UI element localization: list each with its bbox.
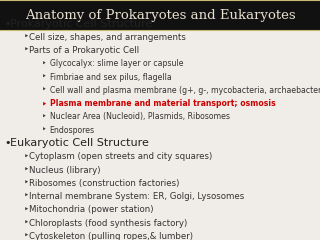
Text: ‣: ‣: [24, 33, 29, 42]
Text: ‣: ‣: [24, 192, 29, 201]
Text: ‣: ‣: [42, 73, 46, 82]
Text: Cytoskeleton (pulling ropes,& lumber): Cytoskeleton (pulling ropes,& lumber): [29, 232, 193, 240]
Text: ‣: ‣: [42, 86, 46, 95]
Text: Prokaryotic Cell Structure: Prokaryotic Cell Structure: [10, 19, 152, 29]
Text: Endospores: Endospores: [50, 126, 95, 135]
Text: ‣: ‣: [24, 205, 29, 214]
Text: ‣: ‣: [24, 166, 29, 174]
Text: Parts of a Prokaryotic Cell: Parts of a Prokaryotic Cell: [29, 46, 139, 55]
Text: Cell size, shapes, and arrangements: Cell size, shapes, and arrangements: [29, 33, 186, 42]
Text: Mitochondria (power station): Mitochondria (power station): [29, 205, 153, 214]
Text: Plasma membrane and material transport; osmosis: Plasma membrane and material transport; …: [50, 99, 275, 108]
Bar: [0, 0, 320, 30]
Text: ‣: ‣: [24, 232, 29, 240]
Text: Fimbriae and sex pilus, flagella: Fimbriae and sex pilus, flagella: [50, 73, 171, 82]
Text: Internal membrane System: ER, Golgi, Lysosomes: Internal membrane System: ER, Golgi, Lys…: [29, 192, 244, 201]
Text: Ribosomes (construction factories): Ribosomes (construction factories): [29, 179, 179, 188]
Text: Nucleus (library): Nucleus (library): [29, 166, 100, 174]
Text: ‣: ‣: [42, 99, 47, 108]
Text: ‣: ‣: [42, 59, 46, 68]
Text: Cell wall and plasma membrane (g+, g-, mycobacteria, archaebacteria): Cell wall and plasma membrane (g+, g-, m…: [50, 86, 320, 95]
Text: ‣: ‣: [42, 112, 46, 121]
Text: Nuclear Area (Nucleoid), Plasmids, Ribosomes: Nuclear Area (Nucleoid), Plasmids, Ribos…: [50, 112, 230, 121]
Text: Cytoplasm (open streets and city squares): Cytoplasm (open streets and city squares…: [29, 152, 212, 161]
Text: ‣: ‣: [24, 219, 29, 228]
Text: Eukaryotic Cell Structure: Eukaryotic Cell Structure: [10, 138, 148, 149]
Text: ‣: ‣: [24, 152, 29, 161]
Text: ‣: ‣: [24, 46, 29, 55]
Text: Anatomy of Prokaryotes and Eukaryotes: Anatomy of Prokaryotes and Eukaryotes: [25, 8, 295, 22]
Text: ‣: ‣: [42, 126, 46, 135]
Text: Chloroplasts (food synthesis factory): Chloroplasts (food synthesis factory): [29, 219, 187, 228]
Text: Glycocalyx: slime layer or capsule: Glycocalyx: slime layer or capsule: [50, 59, 183, 68]
Text: •: •: [5, 19, 11, 29]
Text: •: •: [5, 138, 11, 149]
Text: ‣: ‣: [24, 179, 29, 188]
